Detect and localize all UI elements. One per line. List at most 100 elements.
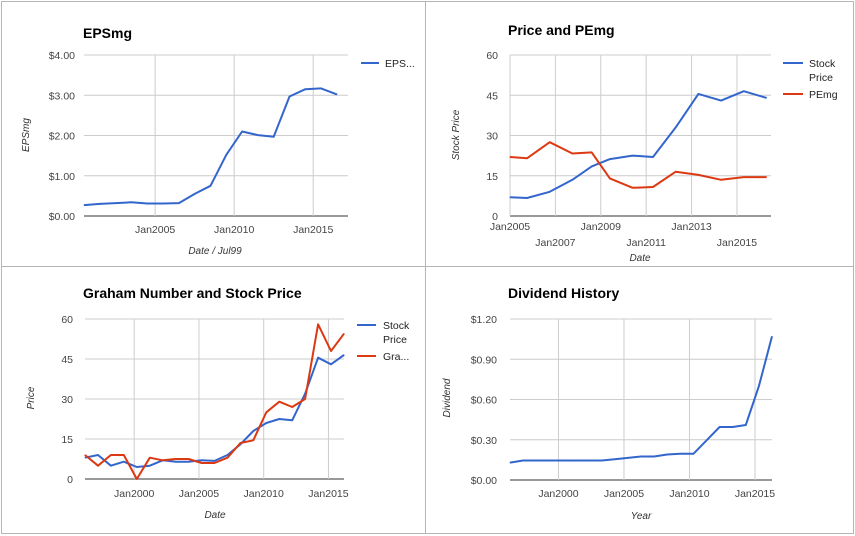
y-tick-label: $0.30 xyxy=(471,435,497,447)
data-point xyxy=(291,419,293,421)
x-tick-label: Jan2000 xyxy=(114,488,154,500)
data-point xyxy=(149,465,151,467)
data-point xyxy=(720,100,722,102)
data-point xyxy=(188,461,190,463)
data-point xyxy=(273,136,275,138)
x-axis-title: Date xyxy=(629,253,651,264)
y-tick-label: 60 xyxy=(486,50,498,62)
data-point xyxy=(214,460,215,462)
data-point xyxy=(765,97,767,99)
x-tick-label: Jan2015 xyxy=(308,488,348,500)
data-point xyxy=(97,454,99,456)
data-point xyxy=(697,174,699,176)
data-point xyxy=(653,456,655,458)
data-point xyxy=(652,156,654,158)
data-point xyxy=(706,439,707,441)
data-point xyxy=(632,155,634,157)
data-point xyxy=(194,193,196,195)
panel-epsmg: EPSmg $4.00 $3.00 $2.00 $1.00 $0.00 Jan2005 Jan… xyxy=(1,1,426,267)
data-point xyxy=(679,453,681,455)
data-point xyxy=(110,454,112,456)
x-tick-label: Jan2015 xyxy=(293,224,333,236)
data-point xyxy=(675,126,677,128)
data-point xyxy=(226,457,228,459)
data-point xyxy=(758,385,760,387)
data-point xyxy=(178,202,180,204)
data-point xyxy=(336,93,338,95)
data-point xyxy=(304,398,306,400)
data-point xyxy=(130,201,132,203)
data-point xyxy=(549,191,551,193)
y-tick-label: 15 xyxy=(486,171,498,183)
chart-title: Graham Number and Stock Price xyxy=(83,285,302,301)
data-point xyxy=(115,202,117,204)
panel-dividend-history: Dividend History $1.20 $0.90 $0.60 $0.30 $0.0… xyxy=(425,266,854,534)
data-point xyxy=(175,461,177,463)
data-point xyxy=(522,460,524,462)
data-point xyxy=(278,418,280,420)
chart-dividend-history: Dividend History $1.20 $0.90 $0.60 $0.30 $0.0… xyxy=(442,285,775,522)
data-point xyxy=(239,442,241,444)
data-point xyxy=(509,156,511,158)
x-tick-label: Jan2013 xyxy=(671,221,711,233)
data-point xyxy=(627,457,629,459)
y-tick-label: 15 xyxy=(61,434,73,446)
data-point xyxy=(548,460,550,462)
y-tick-label: $1.00 xyxy=(49,171,75,183)
data-point xyxy=(771,335,773,337)
data-point xyxy=(330,363,332,365)
y-tick-label: 45 xyxy=(486,90,498,102)
data-point xyxy=(526,197,528,199)
data-point xyxy=(549,141,551,143)
data-point xyxy=(343,333,345,335)
data-point xyxy=(241,130,243,132)
data-point xyxy=(99,203,101,205)
data-point xyxy=(162,203,164,205)
chart-title: EPSmg xyxy=(83,25,132,41)
data-point xyxy=(743,176,745,178)
x-tick-label: Jan2010 xyxy=(244,488,284,500)
legend-label: EPS... xyxy=(385,58,415,70)
x-tick-label: Jan2005 xyxy=(604,488,644,500)
y-tick-label: $0.00 xyxy=(49,211,75,223)
data-point xyxy=(743,90,745,92)
data-point xyxy=(571,179,573,181)
data-point xyxy=(175,458,177,460)
data-point xyxy=(591,165,593,167)
chart-title: Price and PEmg xyxy=(508,22,615,38)
data-point xyxy=(84,457,86,459)
data-point xyxy=(136,478,138,480)
data-point xyxy=(123,461,125,463)
data-point xyxy=(732,426,734,428)
x-tick-label: Jan2005 xyxy=(490,221,530,233)
data-point xyxy=(509,462,511,464)
y-axis-title: Stock Price xyxy=(451,109,462,160)
data-point xyxy=(252,430,254,432)
data-point xyxy=(526,157,528,159)
data-point xyxy=(278,401,280,403)
data-point xyxy=(652,186,654,188)
legend-label-line: Stock xyxy=(809,58,836,70)
data-point xyxy=(509,196,511,198)
data-point xyxy=(745,424,747,426)
y-tick-label: 30 xyxy=(61,394,73,406)
data-point xyxy=(209,185,211,187)
series-line-0 xyxy=(84,354,345,468)
x-axis-title: Year xyxy=(631,511,652,522)
x-tick-label: Jan2010 xyxy=(214,224,254,236)
data-point xyxy=(226,454,228,456)
data-point xyxy=(146,203,148,205)
y-axis-title: Price xyxy=(26,386,37,409)
data-point xyxy=(609,158,611,160)
x-tick-label: Jan2007 xyxy=(535,237,575,249)
data-point xyxy=(149,457,151,459)
panel-graham-number: Graham Number and Stock Price 60 45 30 15 0 Ja… xyxy=(1,266,426,534)
y-tick-label: $0.60 xyxy=(471,395,497,407)
data-point xyxy=(110,465,112,467)
data-point xyxy=(719,426,721,428)
data-point xyxy=(188,458,190,460)
x-axis-title: Date xyxy=(204,510,226,521)
data-point xyxy=(136,466,138,468)
data-point xyxy=(289,95,291,97)
series-line-0 xyxy=(83,87,338,207)
